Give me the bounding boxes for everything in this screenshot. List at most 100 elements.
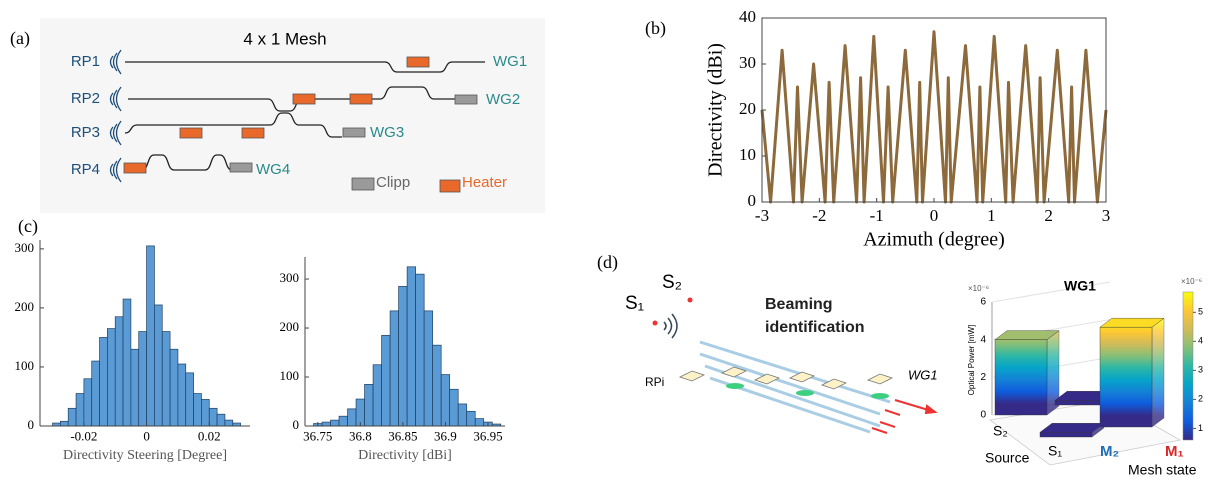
panel-label: (c)	[18, 216, 38, 237]
bar	[432, 344, 442, 427]
heaters	[123, 56, 461, 193]
y-tick-label: 0	[748, 191, 757, 210]
x-axis-label: Azimuth (degree)	[863, 229, 1005, 251]
bar	[224, 419, 234, 427]
x-tick-label: 3	[1102, 206, 1111, 225]
y-tick-label: 300	[15, 240, 35, 255]
x-tick-label: 36.9	[434, 429, 457, 444]
bar	[138, 331, 147, 427]
output-label: WG4	[256, 161, 290, 178]
y-tick-label: 20	[739, 99, 756, 118]
bar	[457, 403, 468, 427]
panel-label: (a)	[10, 28, 30, 49]
line	[760, 30, 1108, 204]
bar	[177, 363, 187, 427]
bar	[161, 331, 171, 427]
y-tick-label: 0	[28, 417, 35, 432]
output-label: WG2	[486, 91, 520, 108]
bar	[415, 273, 425, 427]
y-tick-label: 0	[293, 417, 300, 432]
input-label: RPi	[645, 375, 664, 389]
x-tick-label: 36.95	[473, 429, 502, 444]
bar	[75, 393, 85, 427]
input-label: RP4	[71, 161, 100, 178]
clipps	[229, 94, 478, 191]
bar	[154, 304, 163, 427]
x-tick-label: 1	[987, 206, 996, 225]
bar-3d	[994, 330, 1060, 416]
colorbar-tick-label: 1	[1198, 423, 1203, 433]
output-label: WG1	[908, 367, 938, 382]
bar	[321, 421, 331, 427]
output-label: WG3	[370, 124, 404, 141]
x-tick-label: -2	[812, 206, 826, 225]
colorbar-scale-label: ×10⁻⁶	[1181, 277, 1202, 286]
z-tick-label: 0	[980, 410, 986, 421]
bar	[330, 419, 340, 427]
y-tick-label: 100	[15, 358, 35, 373]
panel-a-background	[40, 18, 545, 213]
bar	[372, 364, 382, 427]
bar	[185, 372, 194, 427]
y-tick-label: 10	[739, 145, 756, 164]
bar	[389, 310, 399, 427]
bar	[440, 374, 451, 427]
bar	[193, 393, 202, 427]
axes	[39, 240, 250, 427]
bar	[474, 418, 485, 427]
colorbar-tick-label: 2	[1198, 394, 1203, 404]
z-grid-line	[991, 281, 1111, 303]
x-tick-label: 0	[930, 206, 939, 225]
source-label: S₁	[625, 293, 644, 314]
bar	[208, 407, 218, 427]
input-label: RP3	[71, 124, 100, 141]
outputs: WG1 WG2 WG3 WG4	[256, 53, 527, 178]
bar	[107, 328, 116, 427]
bar	[67, 407, 77, 427]
z-tick-label: 2	[980, 372, 986, 383]
bar	[423, 310, 434, 427]
y-tick-label: 300	[280, 270, 300, 285]
scale-label: ×10⁻⁶	[968, 284, 989, 293]
col-label: M₂	[1100, 443, 1119, 460]
y-tick-label: 40	[739, 7, 756, 26]
bar	[130, 348, 140, 427]
z-axis-label: Optical Power [mW]	[967, 325, 976, 396]
colorbar-tick-label: 5	[1198, 307, 1203, 317]
colorbar	[1182, 291, 1194, 441]
bar	[355, 398, 365, 427]
panel-label: (b)	[645, 18, 666, 39]
y-tick-label: 100	[280, 368, 300, 383]
bar	[99, 337, 108, 427]
bar	[364, 384, 374, 427]
z-tick-label: 6	[980, 297, 986, 308]
x-tick-label: 0.02	[198, 429, 221, 444]
panel-label: (d)	[597, 252, 618, 273]
bar-3d	[1099, 317, 1165, 428]
y-tick-label: 30	[739, 53, 756, 72]
y-axis-label: Directivity (dBi)	[705, 43, 727, 177]
input-label: RP2	[71, 90, 100, 107]
bar	[114, 316, 124, 427]
bar	[91, 360, 100, 427]
y-tick-label: 200	[15, 299, 35, 314]
col-title: Mesh state	[1128, 462, 1197, 478]
bar-3d	[1039, 422, 1105, 438]
axes	[304, 257, 505, 427]
x-tick-label: -0.02	[70, 429, 97, 444]
bar	[216, 413, 226, 427]
mesh-title: 4 x 1 Mesh	[243, 29, 326, 48]
waveguides	[124, 61, 485, 171]
output-label: WG1	[493, 53, 527, 70]
antenna-icons	[109, 49, 122, 183]
legend-clipp: Clipp	[376, 174, 410, 191]
bar	[347, 408, 357, 427]
bar	[406, 266, 416, 427]
x-tick-label: 36.85	[388, 429, 417, 444]
beaming-diagram: S₁ S₂ Beaming identification RPi WG1	[625, 272, 938, 434]
source-label: S₂	[662, 272, 682, 293]
z-tick-label: 4	[980, 334, 986, 345]
bar	[122, 298, 132, 427]
bar	[83, 378, 93, 427]
